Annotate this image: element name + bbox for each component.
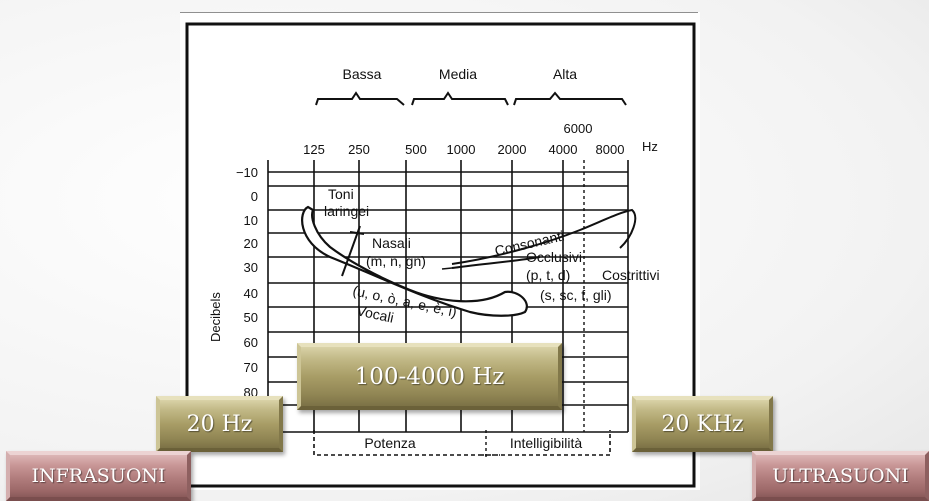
freq-label-6000: 6000 xyxy=(564,121,593,136)
db-label-minus10: −10 xyxy=(236,165,258,180)
db-label-0: 0 xyxy=(251,189,258,204)
brace-mid xyxy=(411,91,509,106)
db-label-10: 10 xyxy=(244,213,258,228)
db-label-20: 20 xyxy=(244,236,258,251)
db-label-40: 40 xyxy=(244,286,258,301)
db-label-50: 50 xyxy=(244,310,258,325)
freq-label-4000: 4000 xyxy=(549,142,578,157)
freq-label-250: 250 xyxy=(348,142,370,157)
freq-label-500: 500 xyxy=(405,142,427,157)
brace-low xyxy=(315,91,405,106)
label-intelligibilita: Intelligibilità xyxy=(510,435,583,451)
label-occlusivi: Occlusivi xyxy=(526,249,582,265)
pointer-nasali-end xyxy=(441,266,463,270)
high-limit-label: 20 KHz xyxy=(632,396,773,452)
pointer-tick xyxy=(349,231,365,235)
label-laringei: laringei xyxy=(324,203,369,219)
figure-frame xyxy=(185,22,696,488)
ultrasuoni-label: ULTRASUONI xyxy=(752,451,929,501)
db-scale: −10 0 10 20 30 40 50 60 70 80 xyxy=(236,165,258,400)
infrasuoni-label: INFRASUONI xyxy=(6,451,191,501)
label-costrittivi-examples: (s, sc, f, gli) xyxy=(540,287,612,303)
bottom-bracket xyxy=(313,430,611,456)
label-toni: Toni xyxy=(328,186,354,202)
speech-range-label: 100-4000 Hz xyxy=(297,343,562,410)
label-potenza: Potenza xyxy=(364,435,416,451)
label-nasali-examples: (m, n, gn) xyxy=(366,253,426,269)
pointer-nasali xyxy=(341,225,361,277)
band-high-label: Alta xyxy=(553,66,577,82)
db-label-30: 30 xyxy=(244,260,258,275)
label-vocali: Vocali xyxy=(355,302,395,325)
brace-high xyxy=(513,91,627,106)
freq-label-125: 125 xyxy=(303,142,325,157)
low-limit-label: 20 Hz xyxy=(156,396,283,452)
label-costrittivi: Costrittivi xyxy=(602,267,660,283)
freq-label-1000: 1000 xyxy=(447,142,476,157)
band-low-label: Bassa xyxy=(343,66,382,82)
freq-unit-label: Hz xyxy=(642,139,658,154)
db-label-70: 70 xyxy=(244,360,258,375)
freq-label-2000: 2000 xyxy=(498,142,527,157)
db-axis-title: Decibels xyxy=(208,292,223,342)
band-mid-label: Media xyxy=(439,66,477,82)
db-label-60: 60 xyxy=(244,335,258,350)
label-occlusivi-examples: (p, t, d) xyxy=(526,267,570,283)
label-nasali: Nasali xyxy=(372,235,411,251)
freq-label-8000: 8000 xyxy=(596,142,625,157)
